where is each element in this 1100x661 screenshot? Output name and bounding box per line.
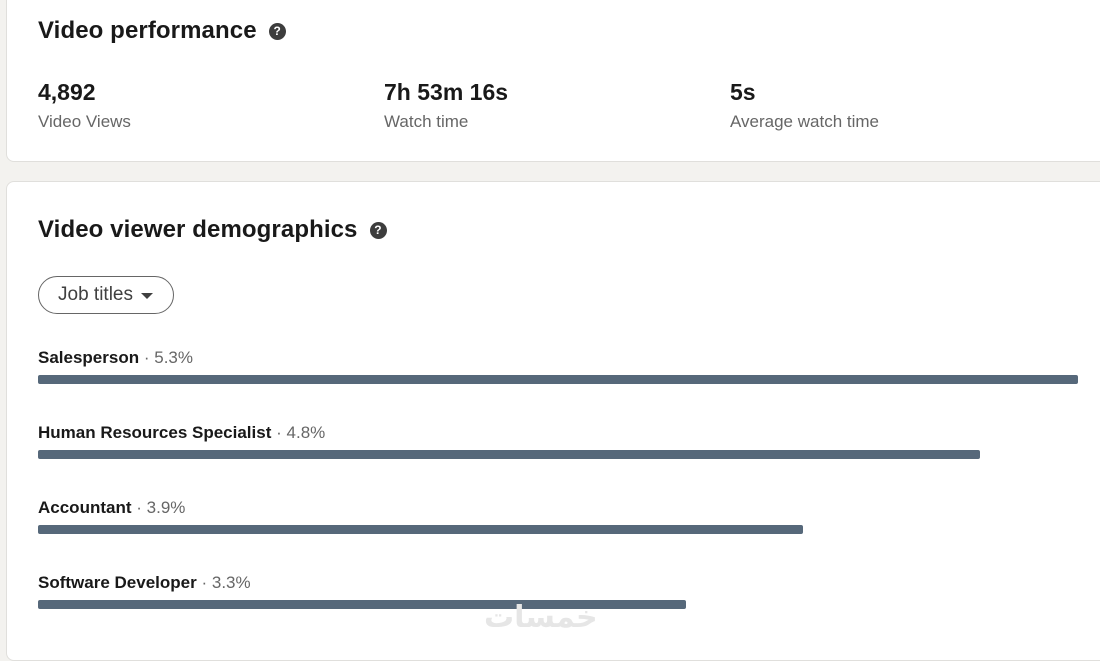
video-demographics-title: Video viewer demographics — [38, 216, 358, 243]
demographic-name: Software Developer — [38, 573, 197, 592]
metric-label: Average watch time — [730, 112, 879, 131]
metric-label: Watch time — [384, 112, 469, 131]
demographic-bar — [38, 450, 980, 459]
demographic-percent: 4.8% — [286, 423, 326, 442]
metric-average-watch-time: 5s Average watch time — [730, 79, 879, 132]
video-performance-card: Video performance ? 4,892 Video Views 7h… — [6, 0, 1100, 162]
video-demographics-heading: Video viewer demographics ? — [38, 216, 387, 244]
metric-value: 5s — [730, 79, 756, 105]
metric-label: Video Views — [38, 112, 131, 131]
separator: · — [136, 498, 142, 517]
demographic-label: Accountant · 3.9% — [38, 498, 1078, 518]
dropdown-label: Job titles — [58, 284, 133, 305]
demographic-label: Salesperson · 5.3% — [38, 348, 1078, 368]
demographic-label: Human Resources Specialist · 4.8% — [38, 423, 1078, 443]
demographic-name: Salesperson — [38, 348, 140, 367]
job-titles-dropdown[interactable]: Job titles — [38, 276, 174, 314]
bar-track — [38, 375, 1078, 384]
demographic-percent: 5.3% — [154, 348, 193, 367]
demographic-bar — [38, 600, 686, 609]
watermark-logo: خمسات — [484, 601, 598, 634]
bar-track — [38, 450, 1078, 459]
demographic-bar — [38, 375, 1078, 384]
video-demographics-card: Video viewer demographics ? Job titles S… — [6, 181, 1100, 661]
video-performance-heading: Video performance ? — [38, 17, 286, 45]
separator: · — [201, 573, 208, 592]
bar-track — [38, 600, 1078, 609]
bar-track — [38, 525, 1078, 534]
demographic-row: Software Developer · 3.3% — [38, 573, 1078, 609]
metric-watch-time: 7h 53m 16s Watch time — [384, 79, 508, 132]
demographic-percent: 3.9% — [146, 498, 186, 517]
separator: · — [276, 423, 282, 442]
question-circle-icon[interactable]: ? — [268, 22, 286, 40]
metric-value: 4,892 — [38, 79, 96, 105]
video-performance-title: Video performance — [38, 17, 257, 44]
metric-value: 7h 53m 16s — [384, 79, 509, 105]
question-circle-icon[interactable]: ? — [369, 221, 387, 239]
demographic-name: Accountant — [38, 498, 132, 517]
demographic-row: Human Resources Specialist · 4.8% — [38, 423, 1078, 459]
caret-down-icon — [140, 293, 153, 299]
metric-video-views: 4,892 Video Views — [38, 79, 131, 132]
demographic-row: Salesperson · 5.3% — [38, 348, 1078, 384]
demographic-label: Software Developer · 3.3% — [38, 573, 1078, 593]
demographic-bar — [38, 525, 804, 534]
demographic-percent: 3.3% — [211, 573, 251, 592]
separator: · — [143, 348, 150, 367]
demographic-name: Human Resources Specialist — [38, 423, 272, 442]
demographic-row: Accountant · 3.9% — [38, 498, 1078, 534]
